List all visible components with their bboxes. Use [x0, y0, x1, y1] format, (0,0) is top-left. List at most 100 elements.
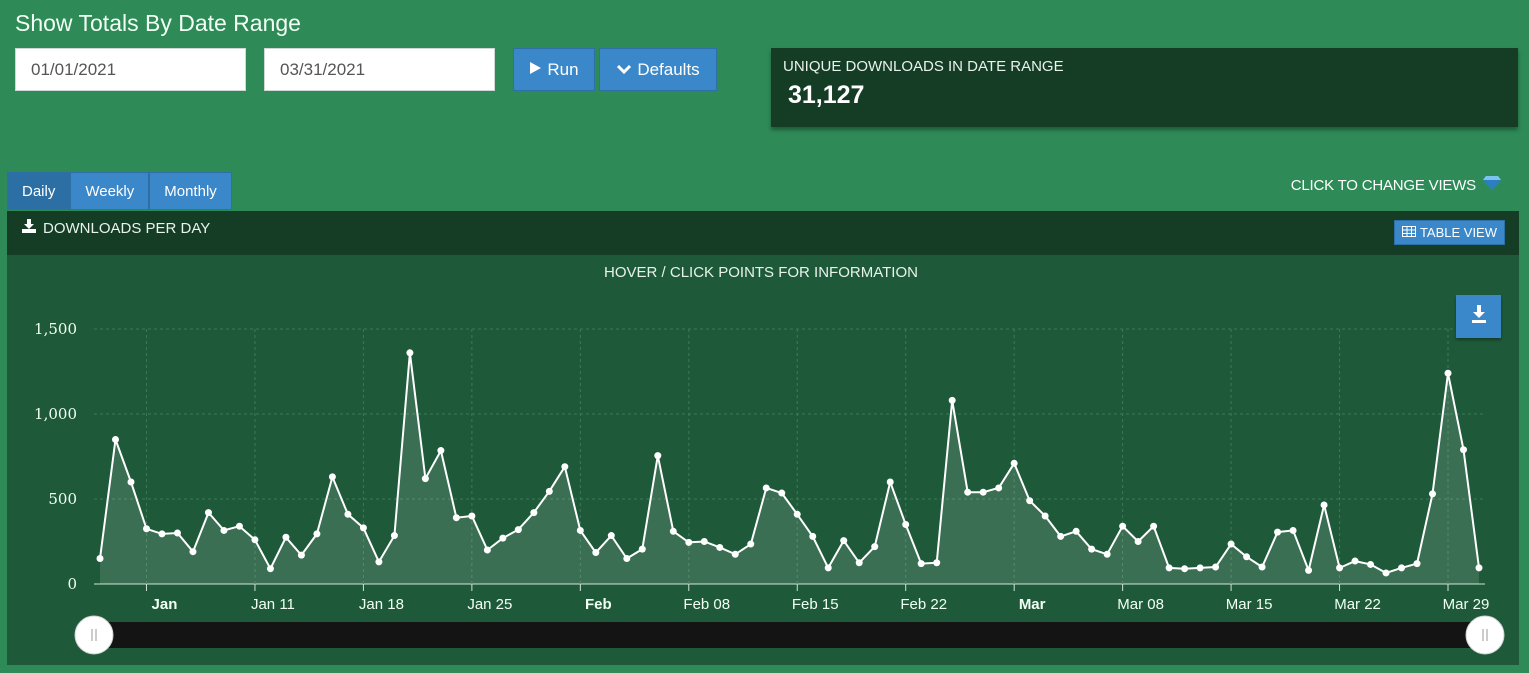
data-point[interactable] — [871, 543, 879, 551]
defaults-button[interactable]: Defaults — [599, 48, 717, 91]
tab-weekly[interactable]: Weekly — [70, 172, 150, 210]
data-point[interactable] — [468, 512, 476, 520]
data-point[interactable] — [855, 559, 863, 567]
data-point[interactable] — [1072, 527, 1080, 535]
data-point[interactable] — [173, 529, 181, 537]
data-point[interactable] — [778, 489, 786, 497]
range-navigator-track[interactable] — [94, 622, 1487, 648]
data-point[interactable] — [328, 473, 336, 481]
data-point[interactable] — [1041, 512, 1049, 520]
data-point[interactable] — [530, 509, 538, 517]
data-point[interactable] — [297, 551, 305, 559]
data-point[interactable] — [1181, 565, 1189, 573]
data-point[interactable] — [1274, 528, 1282, 536]
data-point[interactable] — [669, 527, 677, 535]
data-point[interactable] — [1150, 522, 1158, 530]
data-point[interactable] — [142, 525, 150, 533]
data-point[interactable] — [1398, 564, 1406, 572]
data-point[interactable] — [127, 478, 135, 486]
end-date-input[interactable]: 03/31/2021 — [264, 48, 495, 91]
data-point[interactable] — [902, 521, 910, 528]
data-point[interactable] — [685, 538, 693, 546]
data-point[interactable] — [375, 558, 383, 566]
data-point[interactable] — [1444, 369, 1452, 377]
data-point[interactable] — [995, 484, 1003, 492]
data-point[interactable] — [1243, 553, 1251, 561]
range-handle-right[interactable] — [1465, 615, 1505, 655]
data-point[interactable] — [576, 526, 584, 534]
data-point[interactable] — [1429, 490, 1437, 498]
data-point[interactable] — [964, 488, 972, 496]
data-point[interactable] — [204, 509, 212, 517]
data-point[interactable] — [592, 549, 600, 557]
tab-daily[interactable]: Daily — [7, 172, 71, 210]
data-point[interactable] — [654, 452, 662, 460]
start-date-input[interactable]: 01/01/2021 — [15, 48, 246, 91]
data-point[interactable] — [1103, 550, 1111, 558]
data-point[interactable] — [1367, 560, 1375, 568]
data-point[interactable] — [96, 555, 104, 562]
data-point[interactable] — [220, 526, 228, 534]
data-point[interactable] — [514, 526, 522, 534]
data-point[interactable] — [437, 447, 445, 455]
data-point[interactable] — [1227, 540, 1235, 548]
data-point[interactable] — [638, 545, 646, 553]
tab-monthly[interactable]: Monthly — [149, 172, 232, 210]
export-chart-button[interactable] — [1456, 295, 1501, 338]
data-point[interactable] — [840, 537, 848, 545]
data-point[interactable] — [1134, 538, 1142, 545]
data-point[interactable] — [1165, 564, 1173, 572]
data-point[interactable] — [623, 555, 631, 562]
data-point[interactable] — [762, 484, 770, 492]
run-button[interactable]: Run — [513, 48, 595, 91]
data-point[interactable] — [1196, 564, 1204, 572]
data-point[interactable] — [545, 487, 553, 495]
data-point[interactable] — [809, 532, 817, 540]
data-point[interactable] — [421, 475, 429, 483]
data-point[interactable] — [1320, 501, 1328, 509]
data-point[interactable] — [824, 564, 832, 572]
data-point[interactable] — [1119, 522, 1127, 530]
data-point[interactable] — [1460, 446, 1468, 454]
data-point[interactable] — [1413, 560, 1421, 568]
data-point[interactable] — [731, 550, 739, 558]
data-point[interactable] — [1336, 564, 1344, 572]
data-point[interactable] — [561, 463, 569, 471]
data-point[interactable] — [917, 560, 925, 568]
data-point[interactable] — [747, 540, 755, 548]
data-point[interactable] — [313, 530, 321, 538]
data-point[interactable] — [933, 559, 941, 567]
data-point[interactable] — [390, 532, 398, 540]
data-point[interactable] — [235, 522, 243, 530]
data-point[interactable] — [1010, 459, 1018, 467]
data-point[interactable] — [1351, 557, 1359, 565]
data-point[interactable] — [948, 396, 956, 404]
data-point[interactable] — [700, 538, 708, 545]
data-point[interactable] — [189, 548, 197, 556]
data-point[interactable] — [1305, 566, 1313, 574]
data-point[interactable] — [499, 534, 507, 542]
data-point[interactable] — [1212, 563, 1220, 571]
range-handle-left[interactable] — [74, 615, 114, 655]
data-point[interactable] — [282, 533, 290, 541]
data-point[interactable] — [266, 565, 274, 573]
data-point[interactable] — [406, 349, 414, 357]
data-point[interactable] — [344, 510, 352, 518]
data-point[interactable] — [1475, 564, 1483, 572]
data-point[interactable] — [793, 510, 801, 518]
data-point[interactable] — [886, 478, 894, 486]
data-point[interactable] — [1057, 532, 1065, 540]
table-view-button[interactable]: TABLE VIEW — [1393, 220, 1505, 245]
data-point[interactable] — [716, 543, 724, 551]
data-point[interactable] — [1088, 545, 1096, 553]
data-point[interactable] — [1026, 497, 1034, 505]
data-point[interactable] — [251, 536, 259, 544]
data-point[interactable] — [483, 546, 491, 554]
data-point[interactable] — [1258, 563, 1266, 571]
data-point[interactable] — [1289, 526, 1297, 534]
data-point[interactable] — [111, 436, 119, 443]
data-point[interactable] — [607, 532, 615, 540]
data-point[interactable] — [979, 488, 987, 496]
data-point[interactable] — [1382, 569, 1390, 577]
data-point[interactable] — [452, 514, 460, 522]
